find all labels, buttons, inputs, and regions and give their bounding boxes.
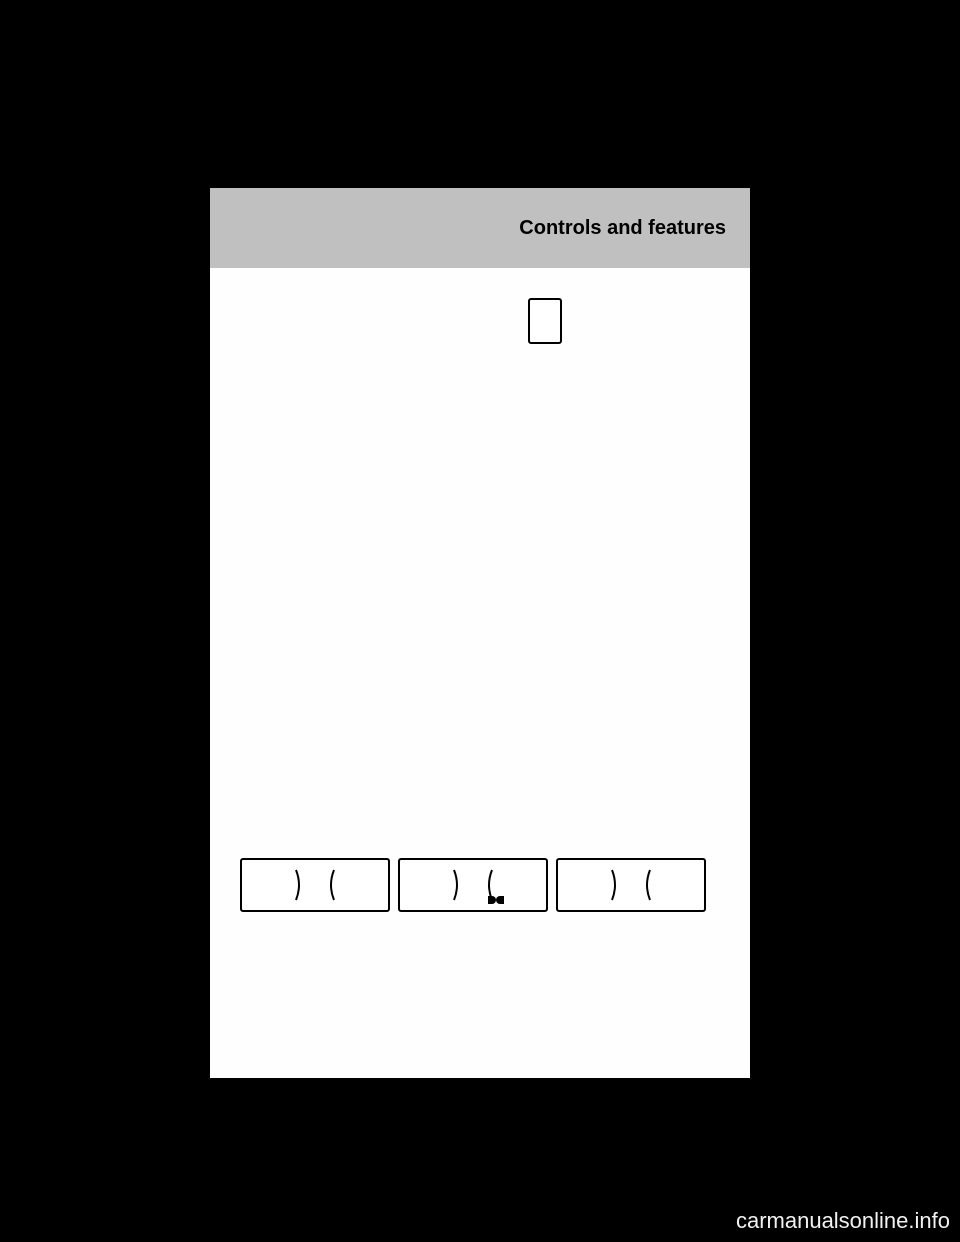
manual-page: Controls and features xyxy=(210,188,750,1078)
control-button-2[interactable] xyxy=(398,858,548,912)
control-button-3[interactable] xyxy=(556,858,706,912)
paren-close-icon xyxy=(611,869,619,901)
section-title: Controls and features xyxy=(519,217,726,240)
control-button-1[interactable] xyxy=(240,858,390,912)
section-header: Controls and features xyxy=(210,188,750,268)
paren-open-icon xyxy=(327,869,335,901)
paren-close-icon xyxy=(453,869,461,901)
indicator-box-icon xyxy=(528,298,562,344)
paren-close-icon xyxy=(295,869,303,901)
button-row xyxy=(240,858,706,912)
dolby-icon xyxy=(488,896,504,904)
paren-open-icon xyxy=(643,869,651,901)
watermark-text: carmanualsonline.info xyxy=(736,1208,950,1234)
